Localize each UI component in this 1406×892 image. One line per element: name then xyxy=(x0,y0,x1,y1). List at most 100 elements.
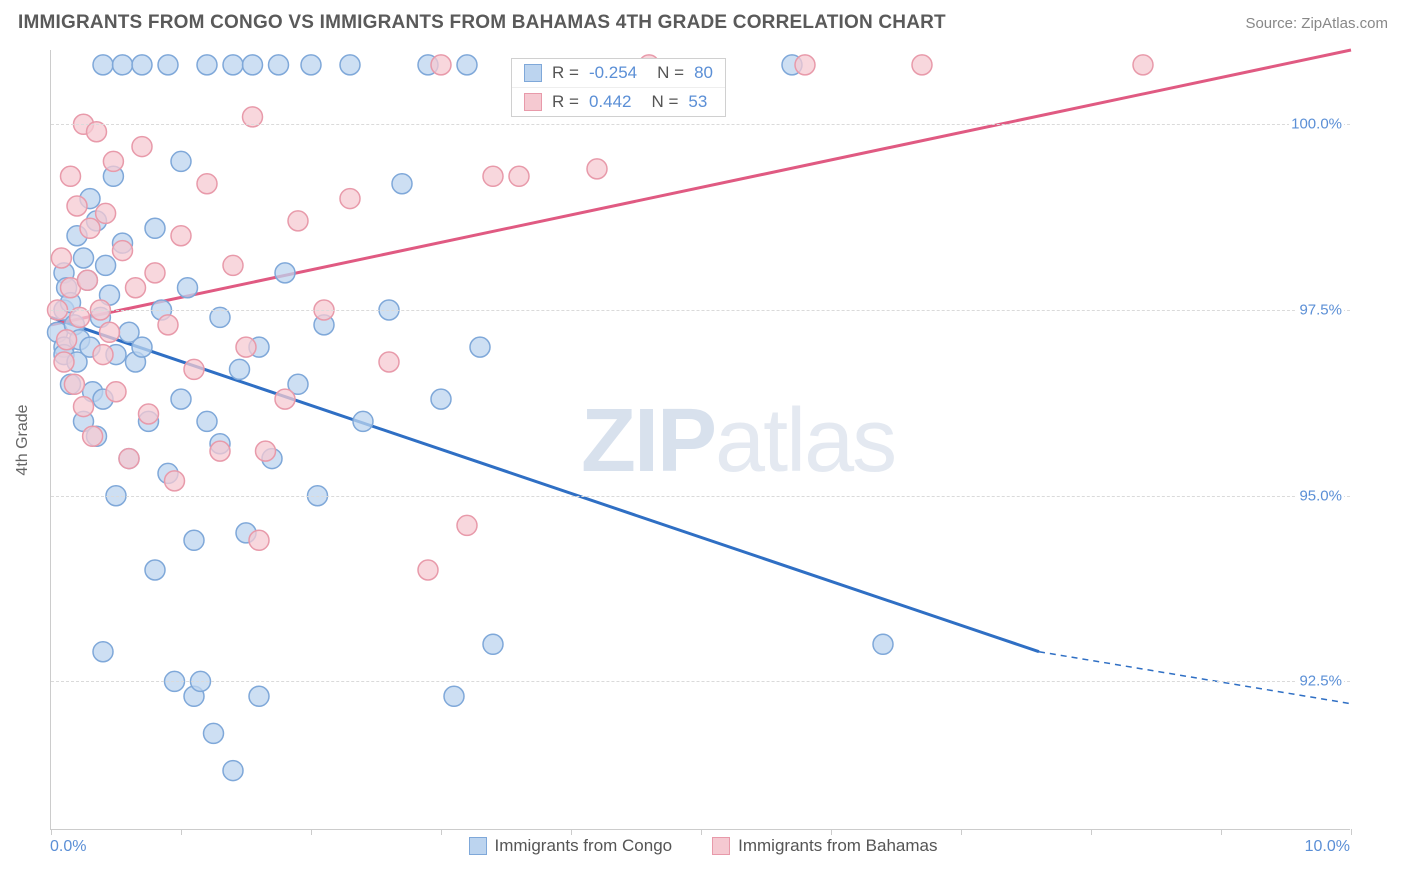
scatter-point xyxy=(145,560,165,580)
scatter-point xyxy=(74,248,94,268)
scatter-point xyxy=(80,218,100,238)
scatter-point xyxy=(61,166,81,186)
scatter-point xyxy=(230,359,250,379)
legend-label: Immigrants from Bahamas xyxy=(738,836,937,856)
scatter-point xyxy=(509,166,529,186)
scatter-point xyxy=(288,211,308,231)
scatter-point xyxy=(223,761,243,781)
chart-title: IMMIGRANTS FROM CONGO VS IMMIGRANTS FROM… xyxy=(18,12,946,34)
scatter-point xyxy=(126,278,146,298)
scatter-point xyxy=(197,55,217,75)
y-tick-label: 92.5% xyxy=(1297,673,1344,690)
scatter-point xyxy=(457,55,477,75)
stats-row: R = -0.254N = 80 xyxy=(512,59,725,87)
scatter-point xyxy=(210,441,230,461)
scatter-point xyxy=(340,55,360,75)
scatter-point xyxy=(431,389,451,409)
scatter-points-layer xyxy=(51,50,1350,829)
scatter-point xyxy=(301,55,321,75)
scatter-point xyxy=(132,55,152,75)
stats-legend-box: R = -0.254N = 80R = 0.442N = 53 xyxy=(511,58,726,117)
scatter-point xyxy=(145,218,165,238)
scatter-point xyxy=(483,166,503,186)
scatter-point xyxy=(64,374,84,394)
y-tick-label: 95.0% xyxy=(1297,487,1344,504)
scatter-point xyxy=(171,389,191,409)
scatter-point xyxy=(912,55,932,75)
x-tick-mark xyxy=(1351,829,1352,835)
scatter-point xyxy=(93,345,113,365)
legend-item: Immigrants from Congo xyxy=(469,836,673,856)
stat-r-label: R = xyxy=(552,92,579,112)
stat-n-label: N = xyxy=(651,92,678,112)
scatter-point xyxy=(74,397,94,417)
scatter-point xyxy=(158,55,178,75)
legend-swatch xyxy=(469,837,487,855)
scatter-point xyxy=(119,449,139,469)
y-axis-label: 4th Grade xyxy=(14,404,32,475)
scatter-point xyxy=(204,723,224,743)
source-attribution: Source: ZipAtlas.com xyxy=(1245,15,1388,32)
stat-r-value: 0.442 xyxy=(589,92,632,112)
scatter-point xyxy=(249,686,269,706)
y-tick-label: 100.0% xyxy=(1289,116,1344,133)
scatter-point xyxy=(96,203,116,223)
scatter-point xyxy=(139,404,159,424)
scatter-point xyxy=(340,189,360,209)
legend-swatch xyxy=(712,837,730,855)
scatter-point xyxy=(418,560,438,580)
scatter-point xyxy=(184,359,204,379)
chart-header: IMMIGRANTS FROM CONGO VS IMMIGRANTS FROM… xyxy=(18,12,1388,34)
x-tick-mark xyxy=(311,829,312,835)
scatter-point xyxy=(483,634,503,654)
scatter-point xyxy=(275,263,295,283)
x-tick-mark xyxy=(1221,829,1222,835)
scatter-point xyxy=(223,55,243,75)
gridline xyxy=(51,496,1350,497)
scatter-point xyxy=(54,352,74,372)
scatter-point xyxy=(178,278,198,298)
scatter-point xyxy=(795,55,815,75)
x-tick-mark xyxy=(831,829,832,835)
scatter-point xyxy=(873,634,893,654)
x-tick-mark xyxy=(701,829,702,835)
scatter-point xyxy=(93,55,113,75)
plot-area: ZIPatlas R = -0.254N = 80R = 0.442N = 53… xyxy=(50,50,1350,830)
scatter-point xyxy=(51,248,71,268)
scatter-point xyxy=(113,241,133,261)
bottom-legend: Immigrants from Congo Immigrants from Bah… xyxy=(0,836,1406,856)
scatter-point xyxy=(132,337,152,357)
gridline xyxy=(51,681,1350,682)
scatter-point xyxy=(197,174,217,194)
scatter-point xyxy=(171,226,191,246)
scatter-point xyxy=(1133,55,1153,75)
scatter-point xyxy=(457,515,477,535)
scatter-point xyxy=(103,151,123,171)
scatter-point xyxy=(171,151,191,171)
scatter-point xyxy=(67,196,87,216)
x-tick-mark xyxy=(441,829,442,835)
scatter-point xyxy=(113,55,133,75)
series-swatch xyxy=(524,93,542,111)
stat-n-value: 80 xyxy=(694,63,713,83)
scatter-point xyxy=(243,55,263,75)
scatter-point xyxy=(145,263,165,283)
scatter-point xyxy=(269,55,289,75)
scatter-point xyxy=(392,174,412,194)
series-swatch xyxy=(524,64,542,82)
stat-r-value: -0.254 xyxy=(589,63,637,83)
scatter-point xyxy=(77,270,97,290)
gridline xyxy=(51,124,1350,125)
x-tick-mark xyxy=(571,829,572,835)
scatter-point xyxy=(184,530,204,550)
legend-label: Immigrants from Congo xyxy=(495,836,673,856)
scatter-point xyxy=(223,255,243,275)
scatter-point xyxy=(165,471,185,491)
scatter-point xyxy=(93,642,113,662)
scatter-point xyxy=(132,137,152,157)
scatter-point xyxy=(158,315,178,335)
scatter-point xyxy=(100,322,120,342)
scatter-point xyxy=(236,337,256,357)
scatter-point xyxy=(587,159,607,179)
x-tick-mark xyxy=(181,829,182,835)
